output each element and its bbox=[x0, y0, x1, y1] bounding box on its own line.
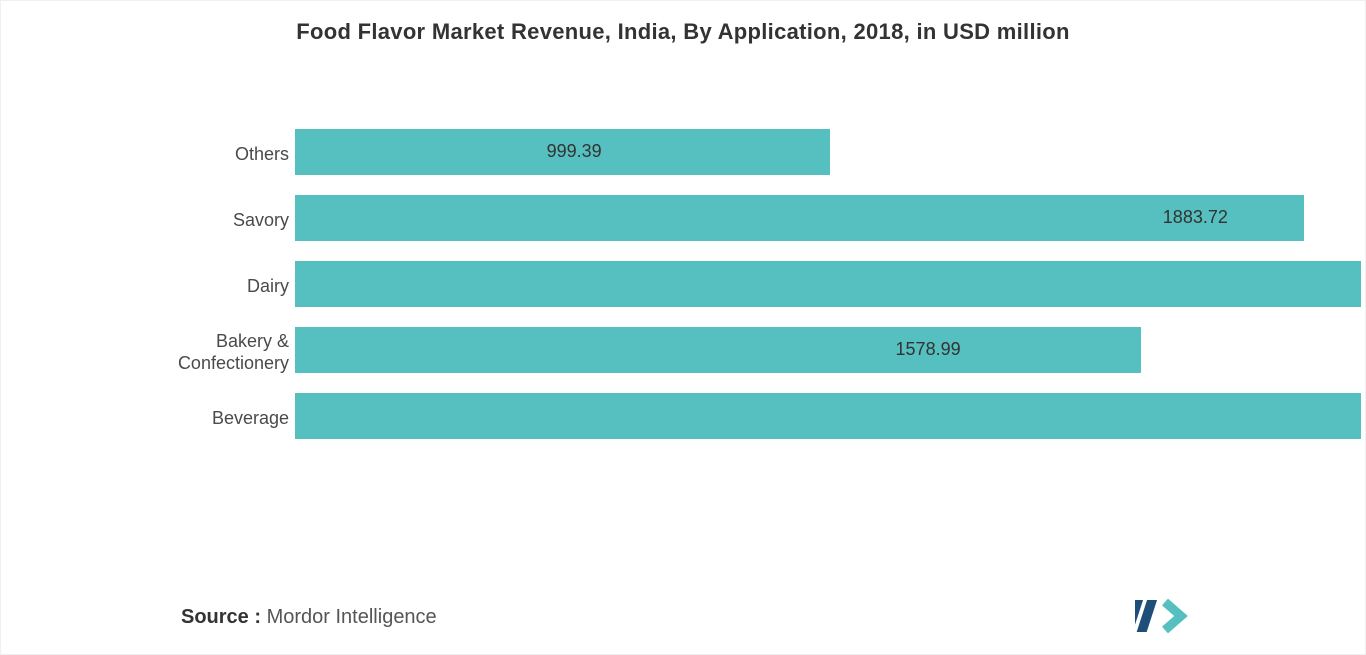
bar-row: Bakery &Confectionery 1578.99 bbox=[1, 319, 1366, 385]
bar-track bbox=[295, 261, 1366, 311]
source-name: Mordor Intelligence bbox=[267, 606, 437, 628]
chart-container: Food Flavor Market Revenue, India, By Ap… bbox=[0, 0, 1366, 655]
bar-value-label: 1883.72 bbox=[1163, 207, 1228, 228]
y-axis-label: Others bbox=[1, 143, 295, 166]
chart-plot-area: Others 999.39 Savory 1883.72 Dairy Bakery &Co… bbox=[1, 121, 1366, 451]
bar: 1883.72 bbox=[295, 195, 1304, 241]
bar: 1578.99 bbox=[295, 327, 1141, 373]
bar-row: Beverage bbox=[1, 385, 1366, 451]
bar: 999.39 bbox=[295, 129, 830, 175]
bar-value-label: 999.39 bbox=[547, 141, 602, 162]
bar-track bbox=[295, 393, 1366, 443]
bar bbox=[295, 393, 1361, 439]
source-label: Source : bbox=[181, 606, 261, 628]
y-axis-label: Dairy bbox=[1, 275, 295, 298]
bar-track: 1578.99 bbox=[295, 327, 1366, 377]
source-attribution: Source : Mordor Intelligence bbox=[181, 606, 437, 629]
bar-track: 1883.72 bbox=[295, 195, 1366, 245]
mordor-logo-icon bbox=[1135, 594, 1195, 636]
y-axis-label: Bakery &Confectionery bbox=[1, 330, 295, 375]
bar-row: Savory 1883.72 bbox=[1, 187, 1366, 253]
y-axis-label: Beverage bbox=[1, 407, 295, 430]
chart-title: Food Flavor Market Revenue, India, By Ap… bbox=[1, 1, 1365, 55]
bar-value-label: 1578.99 bbox=[896, 339, 961, 360]
y-axis-label: Savory bbox=[1, 209, 295, 232]
bar-track: 999.39 bbox=[295, 129, 1366, 179]
bar-row: Others 999.39 bbox=[1, 121, 1366, 187]
bar bbox=[295, 261, 1361, 307]
bar-row: Dairy bbox=[1, 253, 1366, 319]
